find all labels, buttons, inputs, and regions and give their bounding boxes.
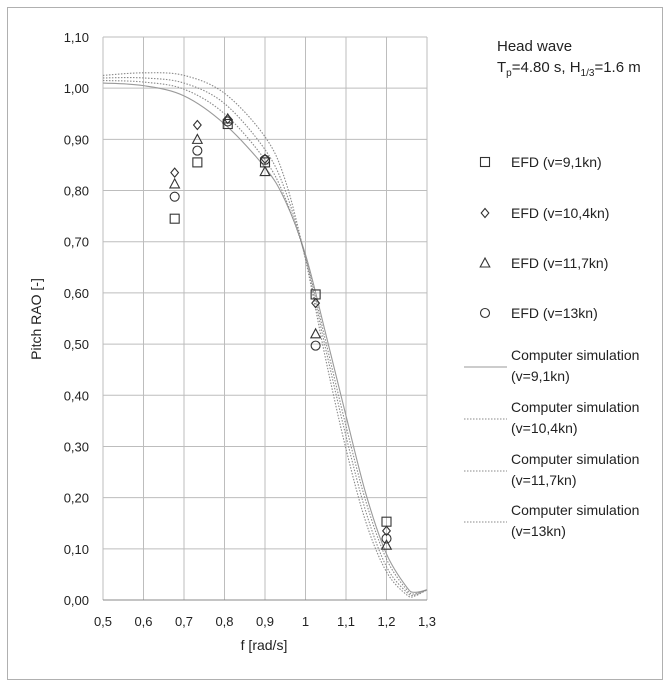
- annotation-head-wave: Head wave: [497, 38, 572, 55]
- x-tick-label: 1,2: [377, 614, 395, 629]
- efd-point-circle: [381, 533, 392, 544]
- y-tick-label: 0,80: [64, 184, 89, 199]
- x-tick-label: 0,7: [175, 614, 193, 629]
- legend-label-line1: Computer simulation: [511, 399, 639, 415]
- efd-point-triangle: [309, 327, 322, 339]
- legend-label-line2: (v=10,4kn): [511, 420, 578, 436]
- tp-value: =4.80 s, H: [512, 59, 581, 76]
- efd-point-square: [169, 213, 180, 224]
- legend-label-line2: (v=11,7kn): [511, 472, 577, 488]
- legend-marker-circle: [479, 307, 491, 319]
- legend: EFD (v=9,1kn) EFD (v=10,4kn) EFD (v=11,7kn…: [464, 154, 639, 539]
- efd-point-diamond: [170, 167, 180, 178]
- y-tick-label: 1,00: [64, 81, 89, 96]
- simulation-curve-4: [102, 72, 428, 598]
- simulation-curve-2: [102, 79, 428, 595]
- legend-marker-square: [479, 156, 491, 168]
- y-tick-label: 0,10: [64, 542, 89, 557]
- y-axis-label: Pitch RAO [-]: [28, 278, 44, 360]
- y-tick-label: 0,30: [64, 439, 89, 454]
- y-tick-label: 0,90: [64, 132, 89, 147]
- x-tick-label: 0,9: [256, 614, 274, 629]
- legend-label-line2: (v=9,1kn): [511, 368, 570, 384]
- y-tick-label: 0,50: [64, 337, 89, 352]
- legend-label: EFD (v=13kn): [511, 305, 598, 321]
- efd-point-circle: [310, 340, 321, 351]
- simulation-curve-1: [102, 82, 428, 593]
- axes: 0,5 0,6 0,7 0,8 0,9 1 1,1 1,2 1,3 0,00 0,10 0,20 0,3…: [64, 30, 436, 629]
- x-tick-label: 1,1: [337, 614, 355, 629]
- efd-point-square: [192, 157, 203, 168]
- y-tick-label: 0,60: [64, 286, 89, 301]
- efd-point-circle: [169, 191, 180, 202]
- y-tick-label: 0,20: [64, 491, 89, 506]
- efd-point-diamond: [311, 297, 321, 309]
- x-tick-label: 1,3: [418, 614, 436, 629]
- efd-point-square: [222, 118, 233, 130]
- efd-point-circle: [259, 154, 271, 165]
- legend-label-line1: Computer simulation: [511, 502, 639, 518]
- legend-marker-diamond: [480, 207, 490, 219]
- x-tick-label: 0,8: [215, 614, 233, 629]
- legend-label-line2: (v=13kn): [511, 523, 566, 539]
- efd-point-diamond: [260, 153, 270, 165]
- legend-label: EFD (v=9,1kn): [511, 154, 602, 170]
- tp-symbol: T: [497, 59, 506, 76]
- efd-point-diamond: [192, 119, 202, 131]
- efd-point-triangle: [259, 165, 271, 177]
- y-tick-label: 0,40: [64, 388, 89, 403]
- annotation-wave-parameters: Tp=4.80 s, H1/3=1.6 m: [497, 59, 641, 79]
- legend-marker-triangle: [479, 256, 491, 268]
- x-tick-label: 1: [302, 614, 309, 629]
- grid: [102, 36, 428, 601]
- legend-label: EFD (v=10,4kn): [511, 205, 609, 221]
- x-axis-label: f [rad/s]: [241, 637, 288, 653]
- simulation-curve-3: [102, 77, 428, 597]
- efd-markers: [168, 112, 393, 550]
- legend-label-line1: Computer simulation: [511, 451, 639, 467]
- y-tick-label: 0,70: [64, 235, 89, 250]
- y-tick-label: 1,10: [64, 30, 89, 45]
- efd-point-circle: [192, 145, 203, 156]
- h-subscript: 1/3: [581, 68, 595, 79]
- efd-point-triangle: [191, 133, 204, 144]
- figure-border: [7, 7, 663, 680]
- simulation-lines: [102, 72, 428, 598]
- x-tick-label: 0,6: [134, 614, 152, 629]
- legend-label: EFD (v=11,7kn): [511, 255, 608, 271]
- h-value: =1.6 m: [594, 59, 640, 76]
- efd-point-triangle: [222, 112, 234, 124]
- efd-point-circle: [222, 116, 233, 127]
- y-tick-label: 0,00: [64, 593, 89, 608]
- efd-point-diamond: [381, 525, 392, 537]
- x-tick-label: 0,5: [94, 614, 112, 629]
- efd-point-triangle: [168, 177, 181, 189]
- tp-subscript: p: [506, 68, 512, 79]
- efd-point-triangle: [380, 539, 393, 550]
- legend-label-line1: Computer simulation: [511, 347, 639, 363]
